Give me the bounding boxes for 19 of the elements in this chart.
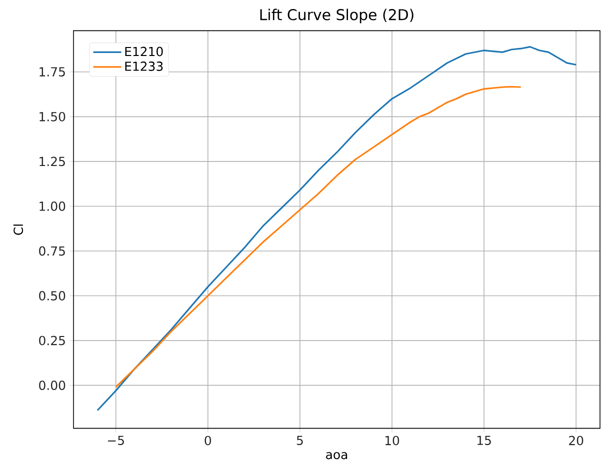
- legend-label: E1210: [125, 46, 163, 56]
- y-tick-label: 0.25: [39, 336, 65, 346]
- y-axis-title: Cl: [13, 224, 24, 235]
- legend-label: E1233: [125, 62, 163, 71]
- y-tick-label: 1.25: [40, 156, 65, 166]
- x-tick-label: 0: [204, 436, 212, 446]
- x-axis-title: aoa: [326, 452, 348, 460]
- y-tick-label: 0.00: [39, 380, 66, 390]
- y-tick-label: 0.50: [39, 291, 66, 300]
- chart-title: Lift Curve Slope (2D): [260, 8, 414, 24]
- x-tick-label: 20: [569, 436, 584, 446]
- x-tick-label: −5: [108, 436, 124, 446]
- x-tick-label: 10: [385, 436, 400, 446]
- y-tick-label: 0.75: [39, 246, 65, 256]
- y-tick-label: 1.50: [40, 112, 66, 122]
- x-tick-label: 5: [296, 436, 303, 446]
- y-tick-label: 1.00: [40, 202, 66, 211]
- x-tick-label: 15: [477, 436, 491, 446]
- y-tick-label: 1.75: [40, 67, 65, 77]
